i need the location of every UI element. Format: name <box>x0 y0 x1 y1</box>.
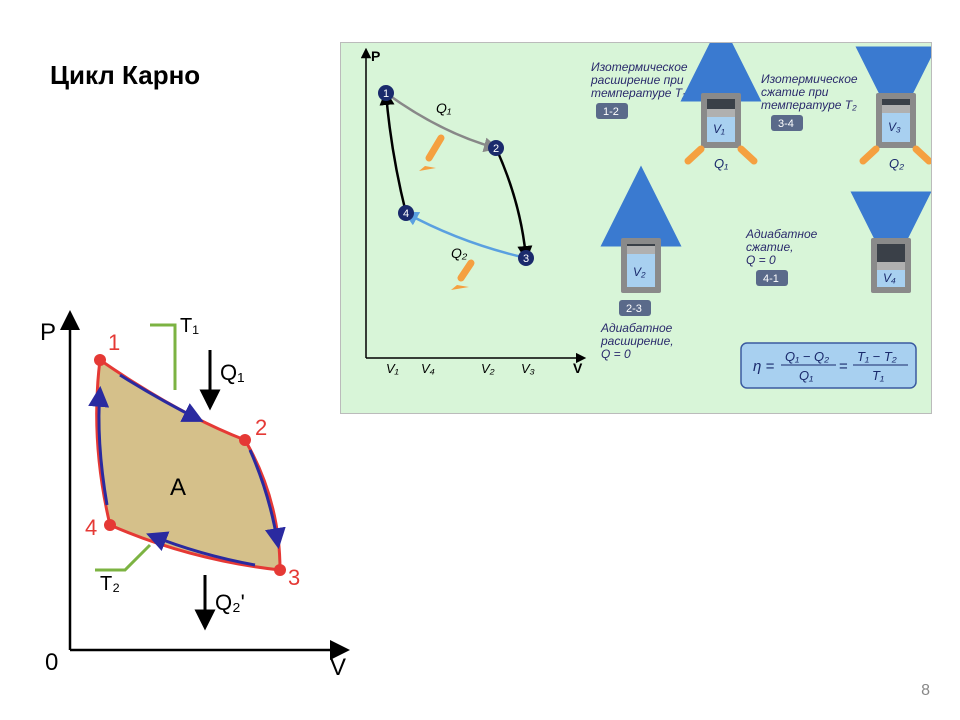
point-2-label: 2 <box>255 415 267 440</box>
mini-q1-arrow <box>429 138 441 158</box>
stage-1: Изотермическое расширение при температур… <box>590 60 754 171</box>
stage1-badge: 1-2 <box>603 106 619 118</box>
point-3-label: 3 <box>288 565 300 590</box>
point-1 <box>94 354 106 366</box>
stage1-text: Изотермическое расширение при температур… <box>590 60 691 100</box>
point-1-label: 1 <box>108 330 120 355</box>
mini-pt2: 2 <box>493 143 499 155</box>
t1-label: T₁ <box>180 315 199 337</box>
stage2-text: Изотермическое сжатие при температуре T₂ <box>761 72 861 112</box>
cycle-path <box>97 360 280 570</box>
v1-tick: V₁ <box>386 361 399 376</box>
stage4-vol: V₄ <box>883 271 896 285</box>
axis-v-label: V <box>330 654 346 680</box>
t2-label: T₂ <box>100 573 120 595</box>
page-number: 8 <box>921 682 930 700</box>
stage1-vol: V₁ <box>713 122 725 136</box>
stage4-badge: 4-1 <box>763 273 779 285</box>
right-panel: P V V₁ V₄ V₂ V₃ Q₁ Q₂ 1 2 3 4 Изотермиче… <box>340 42 932 414</box>
q1-label: Q₁ <box>220 360 245 385</box>
q2-label: Q₂' <box>215 590 245 615</box>
stage3-vol: V₂ <box>633 265 646 279</box>
point-2 <box>239 434 251 446</box>
stage3-text: Адиабатное расширение, Q = 0 <box>600 321 677 361</box>
svg-text:=: = <box>839 358 848 375</box>
mini-pv-diagram: P V V₁ V₄ V₂ V₃ Q₁ Q₂ 1 2 3 4 <box>366 48 583 376</box>
v2-tick: V₂ <box>481 361 495 376</box>
stage4-text: Адиабатное сжатие, Q = 0 <box>745 227 821 267</box>
svg-text:Q₁: Q₁ <box>799 368 813 383</box>
mini-q2-label: Q₂ <box>451 245 468 261</box>
slide-title: Цикл Карно <box>50 60 200 91</box>
svg-text:Q₁ − Q₂: Q₁ − Q₂ <box>785 349 829 364</box>
mini-curve-2-3 <box>496 148 526 258</box>
svg-text:T₁ − T₂: T₁ − T₂ <box>857 349 897 364</box>
point-4-label: 4 <box>85 515 97 540</box>
formula-box: η = Q₁ − Q₂ Q₁ = T₁ − T₂ T₁ <box>741 343 916 388</box>
stage-2: Изотермическое сжатие при температуре T₂… <box>761 61 929 171</box>
t2-line <box>95 545 150 570</box>
v3-tick: V₃ <box>521 361 535 376</box>
stage2-vol: V₃ <box>888 120 901 134</box>
svg-text:T₁: T₁ <box>872 368 884 383</box>
left-pv-diagram: P V 0 1 2 3 4 T₁ T₂ Q₁ Q₂' A <box>30 310 360 680</box>
mini-v-label: V <box>573 360 583 376</box>
stage1-heat: Q₁ <box>714 156 728 171</box>
stage3-badge: 2-3 <box>626 303 642 315</box>
v4-tick: V₄ <box>421 361 435 376</box>
origin-label: 0 <box>45 649 58 676</box>
mini-q1-label: Q₁ <box>436 100 452 116</box>
mini-q2-arrow <box>461 263 471 278</box>
stage-4: Адиабатное сжатие, Q = 0 4-1 V₄ <box>745 206 911 293</box>
svg-text:η =: η = <box>753 358 774 375</box>
mini-curve-4-1 <box>386 93 406 213</box>
axis-p-label: P <box>40 319 56 346</box>
mini-pt1: 1 <box>383 88 389 100</box>
point-3 <box>274 564 286 576</box>
stage2-heat: Q₂ <box>889 156 904 171</box>
mini-p-label: P <box>371 48 380 64</box>
t1-line <box>150 325 175 390</box>
point-4 <box>104 519 116 531</box>
mini-pt3: 3 <box>523 253 529 265</box>
work-a-label: A <box>170 474 186 501</box>
stage-3: V₂ 2-3 Адиабатное расширение, Q = 0 <box>600 206 677 361</box>
stage2-badge: 3-4 <box>778 118 794 130</box>
mini-pt4: 4 <box>403 208 409 220</box>
